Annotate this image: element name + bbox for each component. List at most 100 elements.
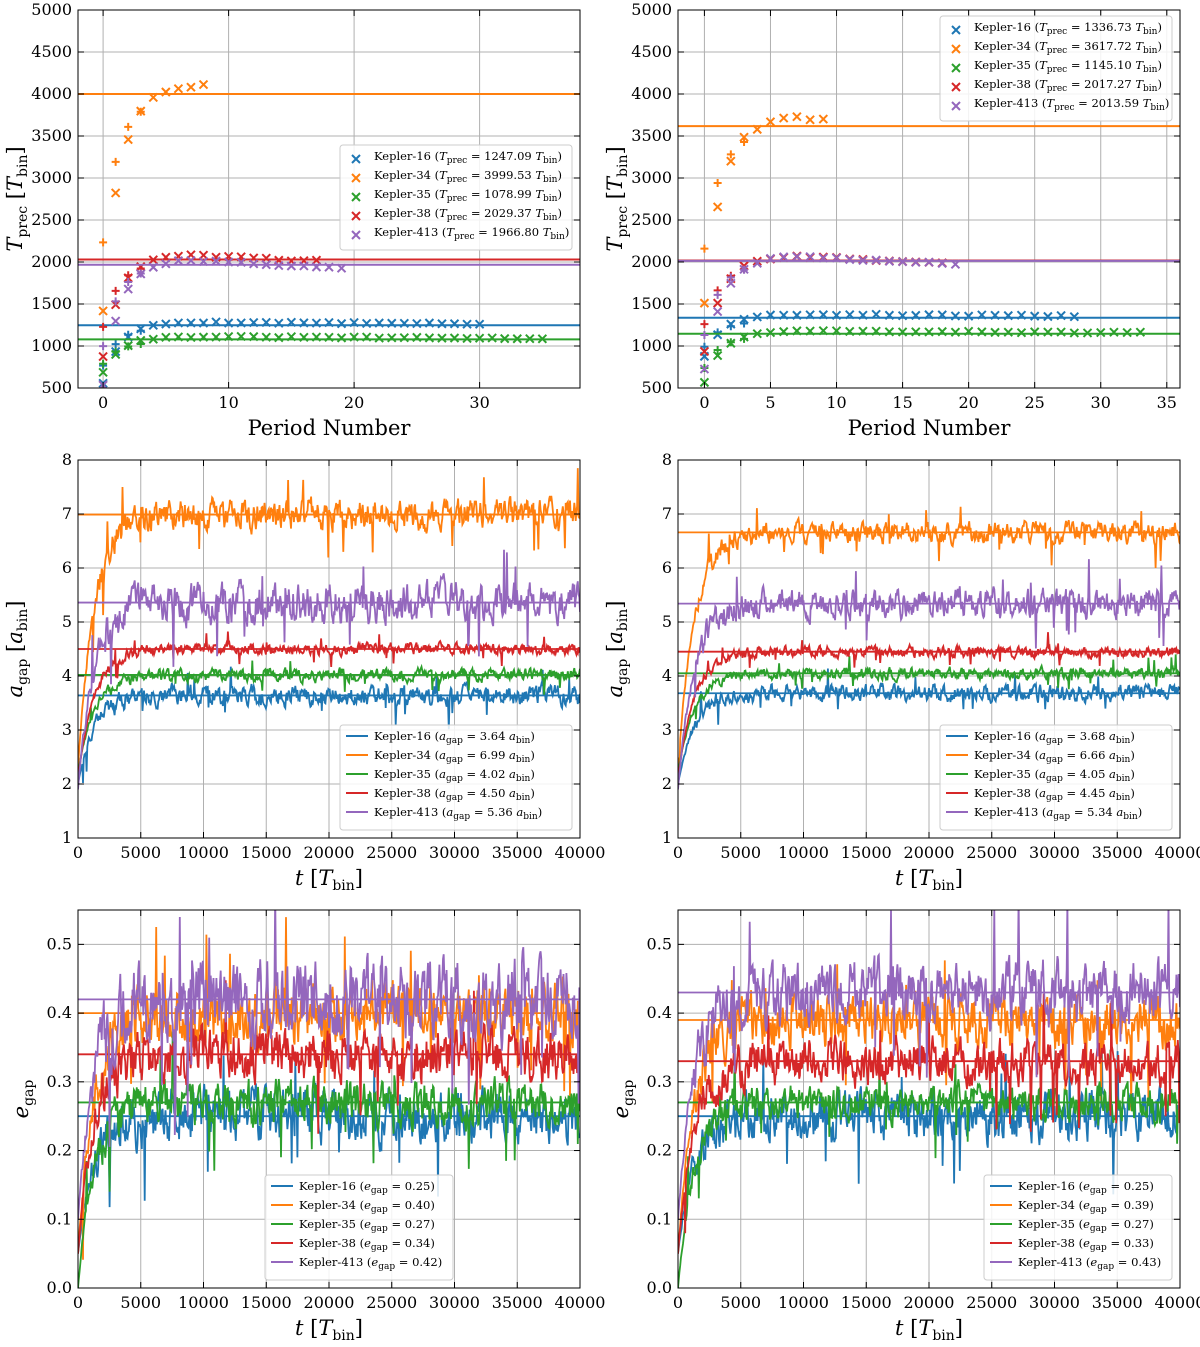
y-tick-label: 1000 — [31, 336, 72, 355]
legend-label: Kepler-413 (agap = 5.34 abin) — [974, 805, 1142, 822]
legend-label: Kepler-35 (agap = 4.05 abin) — [974, 767, 1135, 784]
legend: Kepler-16 (egap = 0.25) Kepler-34 (egap =… — [983, 1174, 1173, 1281]
scatter-point-kepler-34 — [778, 113, 789, 123]
y-tick-label: 5000 — [31, 0, 72, 19]
scatter-point-kepler-34 — [98, 306, 108, 316]
x-tick-label: 30000 — [429, 843, 480, 862]
scatter-point-plus-kepler-35 — [740, 334, 749, 343]
x-tick-label: 40000 — [1155, 1293, 1200, 1312]
series-line-kepler-38 — [78, 631, 580, 779]
x-tick-label: 25000 — [966, 843, 1017, 862]
scatter-point-kepler-413 — [123, 284, 133, 294]
scatter-point-kepler-413 — [726, 278, 736, 289]
scatter-point-kepler-38 — [98, 351, 108, 362]
legend-label: Kepler-34 (egap = 0.40) — [299, 1198, 435, 1215]
y-tick-label: 2500 — [31, 210, 72, 229]
scatter-point-plus-kepler-413 — [124, 277, 133, 286]
y-tick-label: 8 — [662, 450, 672, 469]
x-tick-label: 30000 — [429, 1293, 480, 1312]
chart-prec-right: 0 5 10 15 20 25 30 35 500 1000 1500 2000 2500 3000 350… — [603, 0, 1181, 440]
y-tick-label: 0.3 — [647, 1072, 672, 1091]
x-tick-label: 25000 — [966, 1293, 1017, 1312]
x-axis-label: t [Tbin] — [895, 1316, 963, 1343]
scatter-point-kepler-34 — [699, 298, 710, 308]
scatter-point-kepler-35 — [1043, 327, 1053, 337]
chart-agap-right: 0 5000 10000 15000 20000 25000 30000 35000 40000… — [603, 450, 1200, 894]
legend-label: Kepler-38 (agap = 4.50 abin) — [374, 786, 535, 803]
scatter-point-plus-kepler-34 — [124, 122, 133, 131]
series-line-kepler-413 — [678, 559, 1180, 790]
scatter-point-kepler-35 — [98, 367, 108, 378]
series-line-kepler-413 — [78, 549, 580, 790]
scatter-point-kepler-34 — [739, 132, 749, 142]
y-tick-label: 500 — [641, 378, 672, 397]
plot-area — [678, 910, 1180, 1288]
x-tick-label: 30000 — [1029, 1293, 1080, 1312]
x-tick-label: 20 — [958, 393, 978, 412]
y-tick-label: 0.2 — [47, 1141, 72, 1160]
y-axis-label: agap [abin] — [603, 601, 631, 698]
y-tick-label: 3500 — [631, 126, 672, 145]
scatter-point-kepler-35 — [1016, 327, 1027, 338]
scatter-point-plus-kepler-34 — [700, 244, 709, 253]
scatter-point-kepler-413 — [286, 261, 297, 271]
x-tick-label: 35000 — [492, 843, 543, 862]
scatter-point-kepler-35 — [274, 332, 284, 343]
chart-agap-left: 0 5000 10000 15000 20000 25000 30000 35000 40000… — [3, 450, 605, 894]
scatter-point-kepler-16 — [437, 319, 447, 329]
scatter-point-plus-kepler-35 — [713, 346, 722, 355]
scatter-point-kepler-35 — [437, 333, 447, 343]
plot-area — [678, 111, 1180, 388]
y-tick-label: 0.5 — [47, 934, 72, 953]
legend-marker — [951, 44, 961, 54]
scatter-point-kepler-413 — [845, 254, 855, 265]
legend: Kepler-16 (egap = 0.25) Kepler-34 (egap =… — [264, 1174, 454, 1281]
y-tick-label: 2000 — [31, 252, 72, 271]
chart-egap-right: 0 5000 10000 15000 20000 25000 30000 35000 4000 0… — [609, 909, 1200, 1344]
y-axis-label: agap [abin] — [3, 601, 31, 698]
axes-frame — [677, 9, 1181, 389]
y-tick-label: 5 — [62, 612, 72, 631]
y-tick-label: 5 — [662, 612, 672, 631]
x-tick-label: 5000 — [720, 843, 761, 862]
y-tick-label: 4 — [662, 666, 672, 685]
legend-label: Kepler-16 (agap = 3.64 abin) — [374, 729, 535, 746]
x-tick-label: 15000 — [841, 1293, 892, 1312]
y-tick-label: 1500 — [31, 294, 72, 313]
y-tick-label: 5000 — [631, 0, 672, 19]
x-tick-label: 30 — [1091, 393, 1111, 412]
x-tick-label: 5 — [765, 393, 775, 412]
x-tick-label: 35000 — [492, 1293, 543, 1312]
axes-frame — [77, 9, 581, 389]
legend: Kepler-16 (Tprec = 1336.73 Tbin) Kepler-3… — [939, 15, 1173, 122]
y-tick-label: 1 — [662, 828, 672, 847]
legend-box — [939, 724, 1173, 831]
legend-box — [939, 15, 1173, 122]
legend-marker — [351, 230, 361, 240]
y-tick-label: 0.1 — [647, 1209, 672, 1228]
legend-label: Kepler-34 (Tprec = 3999.53 Tbin) — [374, 168, 562, 185]
scatter-point-kepler-34 — [198, 79, 209, 90]
x-tick-label: 25000 — [366, 1293, 417, 1312]
scatter-point-kepler-413 — [173, 256, 184, 266]
legend-label: Kepler-34 (Tprec = 3617.72 Tbin) — [974, 39, 1162, 56]
scatter-point-kepler-16 — [412, 318, 422, 329]
y-tick-label: 3 — [662, 720, 672, 739]
series-line-kepler-35 — [678, 1049, 1180, 1288]
y-tick-label: 0.5 — [647, 934, 672, 953]
scatter-point-plus-kepler-38 — [111, 286, 120, 295]
y-tick-label: 2500 — [631, 210, 672, 229]
x-tick-label: 0 — [73, 843, 83, 862]
scatter-point-kepler-38 — [699, 346, 710, 357]
y-tick-label: 3000 — [31, 168, 72, 187]
scatter-point-plus-kepler-34 — [99, 238, 108, 247]
plot-area — [678, 506, 1180, 790]
legend-label: Kepler-413 (Tprec = 2013.59 Tbin) — [974, 96, 1169, 113]
legend-box — [339, 144, 573, 251]
scatter-point-kepler-34 — [805, 115, 815, 125]
scatter-point-plus-kepler-34 — [136, 107, 145, 116]
legend-label: Kepler-413 (Tprec = 1966.80 Tbin) — [374, 225, 569, 242]
x-axis-label: Period Number — [848, 416, 1012, 440]
